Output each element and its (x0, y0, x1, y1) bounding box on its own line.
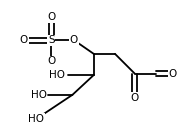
Text: O: O (47, 56, 55, 66)
Text: HO: HO (49, 70, 65, 80)
Text: O: O (47, 12, 55, 22)
Text: O: O (168, 69, 177, 79)
Text: HO: HO (28, 114, 44, 124)
Text: HO: HO (31, 90, 47, 100)
Text: O: O (20, 35, 28, 45)
Text: S: S (48, 35, 55, 45)
Text: O: O (70, 35, 78, 45)
Text: O: O (131, 93, 139, 103)
